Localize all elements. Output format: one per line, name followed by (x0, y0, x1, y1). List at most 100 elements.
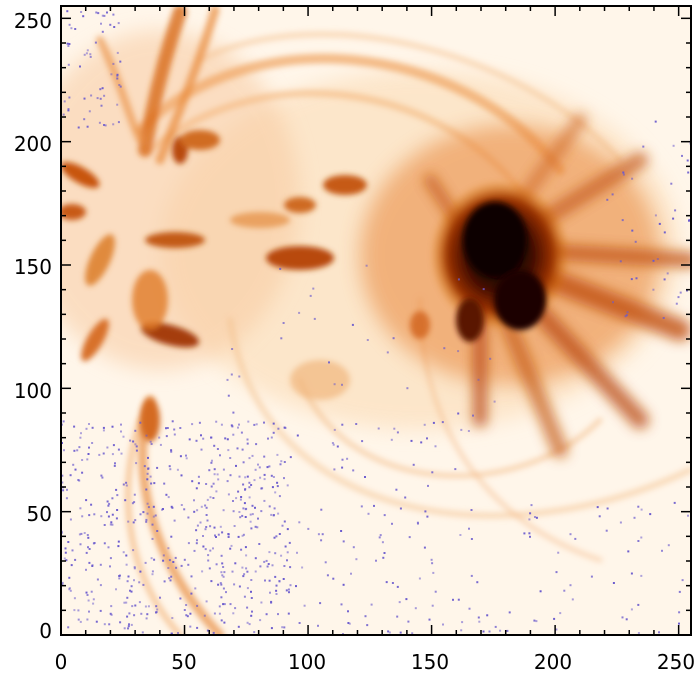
noise-speckle (268, 505, 271, 508)
noise-speckle (222, 509, 225, 512)
noise-speckle (61, 581, 64, 584)
noise-speckle (272, 431, 275, 434)
noise-speckle (62, 489, 65, 492)
noise-speckle (85, 551, 88, 554)
noise-speckle (213, 612, 216, 615)
noise-speckle (321, 533, 324, 536)
noise-speckle (100, 22, 102, 25)
noise-speckle (196, 626, 199, 629)
noise-speckle (85, 427, 88, 430)
noise-speckle (278, 533, 281, 535)
noise-speckle (147, 605, 150, 608)
noise-speckle (619, 521, 622, 524)
noise-speckle (80, 11, 83, 13)
noise-speckle (275, 593, 278, 595)
noise-speckle (101, 87, 104, 90)
noise-speckle (686, 159, 689, 162)
noise-speckle (270, 436, 273, 439)
noise-speckle (232, 510, 235, 513)
noise-speckle (116, 494, 119, 497)
noise-speckle (286, 484, 289, 487)
noise-speckle (125, 563, 128, 566)
noise-speckle (241, 448, 244, 451)
noise-speckle (80, 432, 82, 435)
noise-speckle (205, 600, 208, 603)
noise-speckle (477, 616, 480, 619)
noise-speckle (145, 617, 148, 620)
noise-speckle (202, 535, 204, 537)
noise-speckle (128, 623, 130, 626)
noise-speckle (637, 540, 640, 542)
noise-speckle (119, 85, 122, 88)
noise-speckle (391, 582, 394, 584)
noise-speckle (196, 524, 199, 527)
noise-speckle (171, 617, 174, 619)
noise-speckle (328, 361, 330, 364)
noise-speckle (640, 574, 643, 577)
noise-speckle (85, 591, 88, 594)
noise-speckle (223, 603, 226, 606)
noise-speckle (146, 502, 149, 505)
noise-speckle (115, 588, 117, 591)
noise-speckle (155, 605, 158, 608)
noise-speckle (215, 420, 218, 423)
noise-speckle (574, 537, 577, 540)
noise-speckle (276, 453, 279, 456)
noise-speckle (348, 622, 351, 625)
noise-speckle (166, 427, 169, 429)
noise-speckle (65, 497, 68, 500)
noise-speckle (209, 525, 212, 528)
noise-speckle (173, 428, 176, 431)
noise-speckle (218, 605, 221, 608)
noise-speckle (237, 426, 239, 429)
noise-speckle (85, 568, 87, 571)
noise-speckle (240, 548, 243, 551)
noise-speckle (442, 623, 444, 626)
noise-speckle (355, 558, 358, 561)
noise-speckle (115, 488, 118, 491)
noise-speckle (226, 378, 229, 381)
noise-speckle (88, 446, 90, 449)
noise-speckle (460, 428, 463, 431)
noise-speckle (193, 510, 196, 513)
noise-speckle (111, 523, 114, 526)
noise-speckle (640, 508, 643, 511)
noise-speckle (385, 581, 388, 584)
noise-speckle (275, 535, 278, 538)
noise-speckle (103, 524, 106, 526)
noise-speckle (630, 278, 633, 281)
noise-speckle (168, 465, 171, 468)
noise-speckle (266, 565, 269, 568)
noise-speckle (158, 436, 161, 439)
noise-speckle (267, 437, 269, 440)
noise-speckle (221, 531, 224, 534)
noise-speckle (118, 577, 121, 580)
noise-speckle (61, 474, 64, 477)
noise-speckle (418, 577, 421, 580)
noise-speckle (249, 520, 252, 523)
noise-speckle (230, 424, 233, 427)
noise-speckle (241, 566, 244, 569)
noise-speckle (205, 526, 208, 528)
noise-speckle (406, 387, 409, 390)
noise-speckle (229, 457, 232, 459)
noise-speckle (229, 474, 232, 477)
noise-speckle (76, 449, 79, 452)
noise-speckle (100, 104, 103, 107)
noise-speckle (220, 619, 223, 622)
noise-speckle (210, 485, 213, 488)
noise-speckle (113, 464, 116, 467)
x-tick-label: 150 (411, 650, 449, 674)
noise-speckle (347, 610, 349, 613)
noise-speckle (102, 452, 105, 455)
noise-speckle (213, 526, 216, 529)
noise-speckle (678, 622, 680, 625)
noise-speckle (247, 420, 250, 423)
noise-speckle (82, 15, 85, 18)
noise-speckle (640, 536, 643, 539)
noise-speckle (274, 552, 277, 555)
noise-speckle (523, 532, 526, 535)
noise-speckle (205, 506, 208, 509)
noise-speckle (156, 608, 159, 611)
noise-speckle (205, 514, 208, 516)
